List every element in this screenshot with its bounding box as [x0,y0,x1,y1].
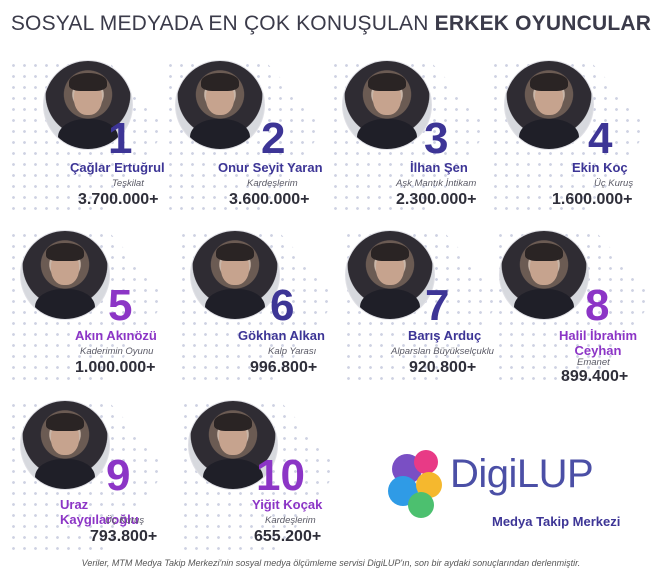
actor-card-9: 9 Uraz Kaygılaroğlu Üç Kuruş 793.800+ [8,400,168,575]
actor-photo [20,230,110,320]
mention-count: 920.800+ [409,359,477,376]
show-title: Kardeşlerim [247,178,298,189]
actor-card-5: 5 Akın Akınözü Kaderimin Oyunu 1.000.000… [8,230,168,405]
actor-photo [175,60,265,150]
actor-name: Halil İbrahim Ceyhan [558,328,638,358]
actor-name: Onur Seyit Yaran [218,160,323,175]
show-title: Kalp Yarası [268,346,317,357]
actor-name: Gökhan Alkan [238,328,325,343]
actor-name: Uraz Kaygılaroğlu [60,497,139,527]
rank-number: 4 [588,114,613,163]
logo-blob-pink [414,450,438,474]
actor-card-6: 6 Gökhan Alkan Kalp Yarası 996.800+ [178,230,338,405]
title-emphasis: ERKEK OYUNCULAR [434,12,652,35]
page-title: SOSYAL MEDYADA EN ÇOK KONUŞULAN ERKEK OY… [0,12,662,36]
mention-count: 3.700.000+ [78,191,159,208]
actor-name: İlhan Şen [410,160,468,175]
rank-number: 7 [425,281,450,330]
actor-card-4: 4 Ekin Koç Üç Kuruş 1.600.000+ [490,60,650,235]
rank-number: 3 [424,114,449,163]
actor-photo [345,230,435,320]
show-title: Kaderimin Oyunu [80,346,154,357]
actor-photo [342,60,432,150]
logo-brand: DigiLUP [450,452,594,496]
rank-number: 8 [585,281,610,330]
mention-count: 2.300.000+ [396,191,477,208]
actor-name: Akın Akınözü [75,328,157,343]
actor-card-1: 1 Çağlar Ertuğrul Teşkilat 3.700.000+ [8,60,168,235]
show-title: Teşkilat [112,178,144,189]
rank-number: 1 [108,114,133,163]
actor-card-8: 8 Halil İbrahim Ceyhan Emanet 899.400+ [495,230,655,405]
mention-count: 1.000.000+ [75,359,156,376]
actor-photo [188,400,278,490]
mention-count: 899.400+ [561,368,629,385]
title-prefix: SOSYAL MEDYADA EN ÇOK KONUŞULAN [10,12,429,35]
source-note: Veriler, MTM Medya Takip Merkezi'nin sos… [81,558,581,568]
actor-photo [190,230,280,320]
actor-card-7: 7 Barış Arduç Alparslan Büyükselçuklu 92… [343,230,503,405]
rank-number: 5 [108,281,133,330]
show-title: Emanet [577,357,610,368]
show-title: Aşk Mantık İntikam [396,178,477,189]
rank-number: 10 [256,451,305,500]
mention-count: 3.600.000+ [229,191,310,208]
actor-photo [43,60,133,150]
actor-name: Çağlar Ertuğrul [70,160,165,175]
actor-name: Barış Arduç [408,328,482,343]
rank-number: 6 [270,281,295,330]
mention-count: 655.200+ [254,528,322,545]
rank-number: 9 [106,451,131,500]
actor-card-10: 10 Yiğit Koçak Kardeşlerim 655.200+ [180,400,340,575]
show-title: Kardeşlerim [265,515,316,526]
rank-number: 2 [261,114,286,163]
mention-count: 793.800+ [90,528,158,545]
actor-card-3: 3 İlhan Şen Aşk Mantık İntikam 2.300.000… [330,60,490,235]
show-title: Üç Kuruş [105,515,145,526]
actor-card-2: 2 Onur Seyit Yaran Kardeşlerim 3.600.000… [165,60,325,235]
show-title: Üç Kuruş [594,178,634,189]
actor-name: Yiğit Koçak [252,497,323,512]
actor-name: Ekin Koç [572,160,628,175]
show-title: Alparslan Büyükselçuklu [391,346,494,357]
actor-photo [20,400,110,490]
logo-blob-green [408,492,434,518]
digilup-logo: DigiLUP Medya Takip Merkezi [388,448,638,538]
actor-photo [504,60,594,150]
actor-photo [499,230,589,320]
mention-count: 996.800+ [250,359,318,376]
mention-count: 1.600.000+ [552,191,633,208]
logo-subtitle: Medya Takip Merkezi [492,514,621,529]
